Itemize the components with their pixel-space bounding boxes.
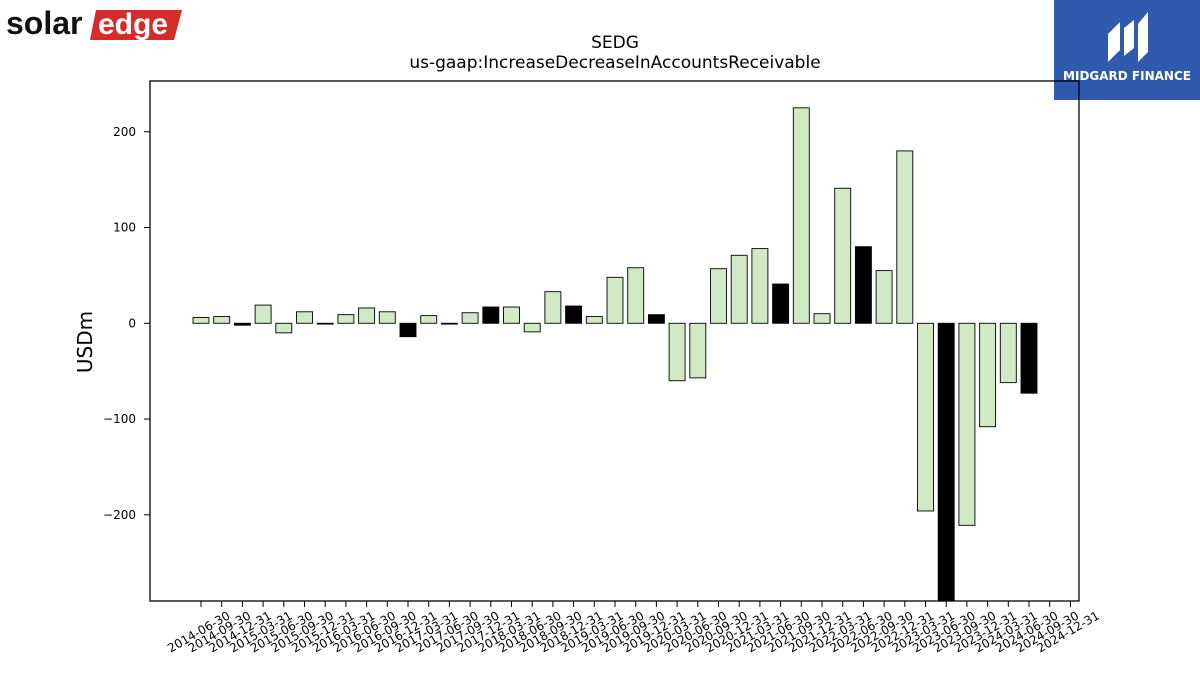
bar-2023-06-30: [937, 322, 955, 602]
y-axis-label: USDm: [73, 311, 97, 373]
bar-2021-12-31: [813, 313, 831, 324]
plot-frame: [149, 80, 1080, 602]
bar-2017-03-31: [420, 315, 438, 324]
bar-2018-06-30: [523, 322, 541, 333]
y-tick-label: −100: [103, 412, 136, 426]
midgard-emblem-icon: MIDGARD FINANCE: [1063, 12, 1191, 83]
bar-2015-03-31: [254, 304, 272, 324]
bar-2022-09-30: [875, 270, 893, 324]
bar-2014-06-30: [192, 317, 210, 324]
x-ticks-group: 2014-06-302014-09-302014-12-312015-03-31…: [165, 601, 1102, 655]
bar-2024-06-30: [1020, 322, 1038, 394]
bar-2017-06-30: [440, 322, 458, 325]
midgard-finance-label: MIDGARD FINANCE: [1063, 69, 1191, 83]
bar-2021-06-30: [772, 283, 790, 324]
logo-red-shape: [90, 10, 182, 40]
bar-2014-09-30: [213, 316, 231, 324]
bar-2024-03-31: [999, 322, 1017, 384]
bar-2021-09-30: [792, 107, 810, 324]
solaredge-logo: solar edge: [6, 5, 182, 41]
bar-2018-09-30: [544, 291, 562, 324]
bar-2020-06-30: [689, 322, 707, 379]
bar-2016-06-30: [358, 307, 376, 324]
bar-2020-03-31: [668, 322, 686, 382]
bar-2023-09-30: [958, 322, 976, 526]
bar-2017-12-31: [482, 306, 500, 324]
bar-2018-03-31: [503, 306, 520, 324]
bar-2019-03-31: [585, 316, 603, 324]
chart-title: SEDG: [591, 33, 639, 53]
bar-2016-12-31: [399, 322, 417, 338]
bar-2019-09-30: [627, 267, 645, 324]
bar-2018-12-31: [565, 305, 583, 324]
bar-2016-03-31: [337, 314, 355, 324]
bar-2023-12-31: [979, 322, 997, 428]
bar-2019-06-30: [606, 276, 624, 324]
bar-2021-03-31: [751, 248, 769, 324]
chart-subtitle: us-gaap:IncreaseDecreaseInAccountsReceiv…: [409, 53, 820, 73]
y-tick-label: −200: [103, 508, 136, 522]
bar-2022-06-30: [854, 246, 872, 324]
bar-2023-03-31: [917, 322, 934, 512]
logo-text-edge: edge: [98, 8, 168, 41]
bar-2017-09-30: [461, 312, 479, 324]
midgard-finance-logo: MIDGARD FINANCE: [1054, 0, 1200, 100]
y-tick-label: 0: [128, 316, 136, 330]
bar-2022-03-31: [834, 187, 852, 324]
bar-2020-09-30: [710, 268, 727, 324]
bar-2015-09-30: [296, 311, 313, 324]
bar-2016-09-30: [378, 311, 396, 324]
logo-text-solar: solar: [6, 5, 82, 41]
bar-2022-12-31: [896, 150, 914, 324]
bar-2019-12-31: [647, 314, 665, 324]
bar-2015-12-31: [316, 322, 334, 325]
y-tick-label: 100: [113, 221, 136, 235]
bar-2020-12-31: [730, 254, 748, 324]
y-tick-label: 200: [113, 125, 136, 139]
bar-2014-12-31: [233, 322, 251, 326]
y-ticks-group: −200 −100 0 100 200: [103, 125, 150, 522]
bars-group: [192, 107, 1038, 602]
bar-2015-06-30: [275, 322, 293, 334]
